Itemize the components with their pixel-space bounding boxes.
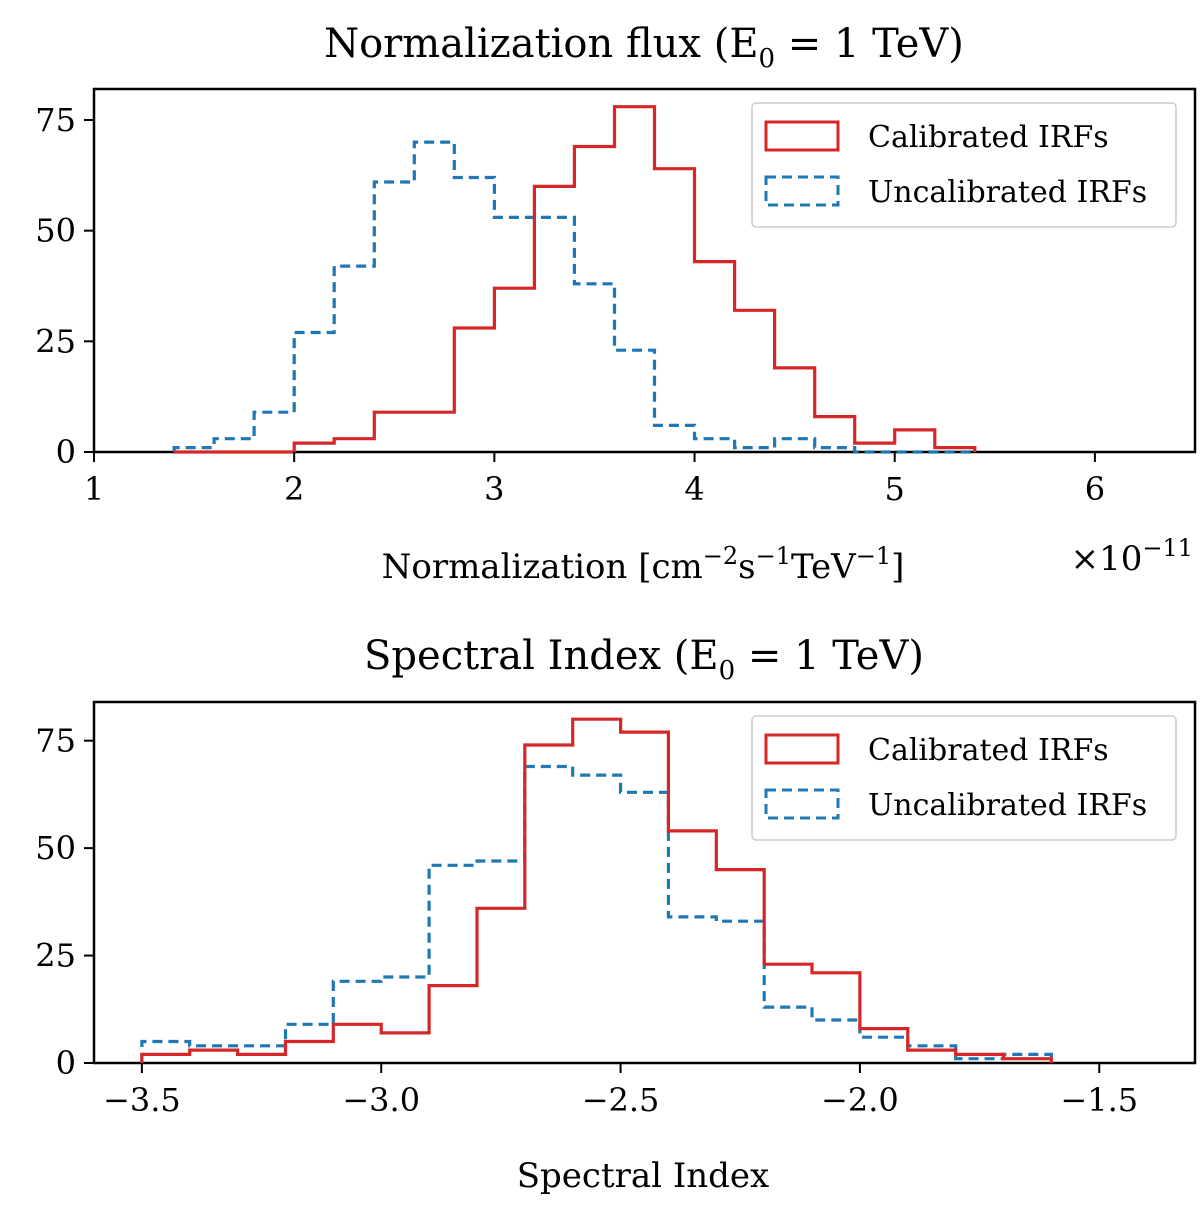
normalization-legend: Calibrated IRFs Uncalibrated IRFs — [751, 102, 1177, 228]
spectral-index-x-axis-label: Spectral Index — [517, 1156, 769, 1196]
normalization-y-ticks: 0 25 50 75 — [35, 101, 94, 471]
spectral-index-x-tick-label: −2.0 — [821, 1081, 899, 1119]
normalization-x-axis-label: Normalization [cm−2s−1TeV−1] — [382, 542, 905, 587]
normalization-y-tick-label: 0 — [56, 433, 76, 471]
normalization-axes-frame — [92, 87, 1197, 454]
normalization-legend-frame — [751, 102, 1177, 228]
spectral-index-histograms — [140, 717, 1053, 1063]
legend-swatch-calibrated — [764, 733, 840, 765]
normalization-histograms — [172, 105, 977, 454]
spectral-index-calibrated-irfs-histogram — [140, 717, 1053, 1063]
spectral-index-x-tick-label: −3.0 — [342, 1081, 420, 1119]
spectral-index-legend-frame — [751, 715, 1177, 841]
normalization-offset-text: ×10−11 — [1071, 534, 1193, 579]
spectral-index-y-tick-label: 50 — [35, 829, 76, 867]
spectral-index-legend: Calibrated IRFs Uncalibrated IRFs — [751, 715, 1177, 841]
spectral-index-x-tick-label: −3.5 — [103, 1081, 181, 1119]
normalization-title: Normalization flux (E0 = 1 TeV) — [324, 21, 964, 74]
spectral-index-y-tick-label: 75 — [35, 722, 76, 760]
normalization-x-tick-label: 3 — [484, 470, 504, 508]
spectral-index-x-ticks: −3.5 −3.0 −2.5 −2.0 −1.5 — [103, 1063, 1138, 1119]
spectral-index-panel: Spectral Index (E0 = 1 TeV) −3.5 −3.0 −2.5… — [35, 633, 1197, 1196]
normalization-y-tick-label: 50 — [35, 212, 76, 250]
normalization-y-tick-label: 75 — [35, 101, 76, 139]
normalization-y-tick-label: 25 — [35, 322, 76, 360]
spectral-index-y-ticks: 0 25 50 75 — [35, 722, 94, 1082]
normalization-panel: Normalization flux (E0 = 1 TeV) 1 2 3 4 5 6 0… — [35, 21, 1197, 587]
normalization-x-tick-label: 6 — [1085, 470, 1105, 508]
spectral-index-title: Spectral Index (E0 = 1 TeV) — [364, 633, 924, 686]
normalization-calibrated-irfs-histogram — [174, 105, 977, 454]
spectral-index-x-tick-label: −2.5 — [582, 1081, 660, 1119]
legend-label-calibrated: Calibrated IRFs — [868, 120, 1109, 155]
spectral-index-x-tick-label: −1.5 — [1060, 1081, 1138, 1119]
legend-swatch-calibrated — [764, 120, 840, 152]
spectral-index-y-tick-label: 25 — [35, 937, 76, 975]
legend-swatch-uncalibrated — [764, 175, 840, 207]
normalization-x-tick-label: 5 — [885, 470, 905, 508]
normalization-x-ticks: 1 2 3 4 5 6 — [84, 452, 1105, 508]
legend-swatch-uncalibrated — [764, 788, 840, 820]
legend-label-uncalibrated: Uncalibrated IRFs — [868, 175, 1147, 210]
spectral-index-axes-frame — [92, 700, 1197, 1065]
legend-label-uncalibrated: Uncalibrated IRFs — [868, 788, 1147, 823]
normalization-x-tick-label: 2 — [284, 470, 304, 508]
normalization-x-tick-label: 1 — [84, 470, 104, 508]
legend-label-calibrated: Calibrated IRFs — [868, 733, 1109, 768]
spectral-index-y-tick-label: 0 — [56, 1044, 76, 1082]
normalization-x-tick-label: 4 — [684, 470, 704, 508]
